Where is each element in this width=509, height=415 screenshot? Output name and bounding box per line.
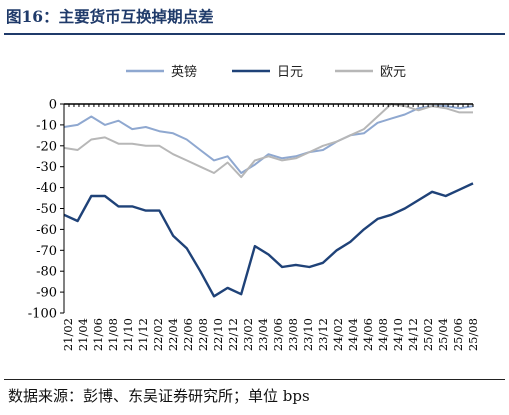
x-tick-label-28: 25/08 <box>466 318 480 351</box>
y-tick-label-10: -90 <box>36 286 57 301</box>
x-tick-label-17: 23/10 <box>301 318 315 351</box>
x-tick-label-16: 23/08 <box>286 318 300 351</box>
figure-title: 图16：主要货币互换掉期点差 <box>6 7 214 26</box>
x-tick-label-13: 23/02 <box>241 318 255 351</box>
x-tick-label-23: 24/10 <box>391 318 405 351</box>
chart-legend: 英镑 日元 欧元 <box>126 64 406 80</box>
y-tick-label-4: -30 <box>36 160 57 175</box>
y-tick-label-8: -70 <box>36 244 57 259</box>
line-chart: 英镑 日元 欧元 0-10-20-30-40-50-60-70-80-90-100 … <box>28 64 480 351</box>
x-tick-label-19: 24/02 <box>331 318 345 351</box>
x-tick-label-21: 24/06 <box>361 318 375 351</box>
y-tick-label-3: -20 <box>36 139 57 154</box>
x-tick-label-22: 24/08 <box>376 318 390 351</box>
y-tick-label-11: -100 <box>28 307 57 322</box>
title-divider <box>4 33 505 35</box>
source-note: 数据来源：彭博、东吴证券研究所；单位 bps <box>8 387 310 405</box>
legend-label-2: 日元 <box>277 65 303 80</box>
x-tick-label-26: 25/04 <box>436 318 450 351</box>
series-line-2 <box>63 182 474 298</box>
y-tick-label-2: -10 <box>36 118 57 133</box>
x-tick-label-11: 22/10 <box>211 318 225 351</box>
legend-label-1: 英镑 <box>171 64 197 80</box>
x-tick-label-4: 21/08 <box>106 318 120 351</box>
y-tick-label-9: -80 <box>36 265 57 280</box>
series-line-1 <box>63 105 474 174</box>
x-tick-label-20: 24/04 <box>346 318 360 351</box>
x-tick-label-1: 21/02 <box>61 318 75 351</box>
source-divider <box>4 379 505 380</box>
series-layer <box>63 103 474 298</box>
x-tick-label-8: 22/04 <box>166 318 180 351</box>
x-tick-label-5: 21/10 <box>121 318 135 351</box>
x-tick-label-6: 21/12 <box>136 318 150 351</box>
x-tick-label-3: 21/06 <box>91 318 105 351</box>
x-tick-label-18: 23/12 <box>316 318 330 351</box>
x-tick-label-12: 22/12 <box>226 318 240 351</box>
x-tick-label-2: 21/04 <box>76 318 90 351</box>
x-tick-label-7: 22/02 <box>151 318 165 351</box>
x-tick-label-27: 25/06 <box>451 318 465 351</box>
x-tick-label-24: 24/12 <box>406 318 420 351</box>
x-tick-label-25: 25/02 <box>421 318 435 351</box>
y-tick-label-7: -60 <box>36 223 57 238</box>
legend-label-3: 欧元 <box>380 65 406 80</box>
x-tick-label-14: 23/04 <box>256 318 270 351</box>
x-axis: 21/02 21/04 21/06 21/08 21/10 21/12 22/02 22/04… <box>61 103 480 351</box>
y-axis: 0 -10 -20 -30 -40 -50 -60 -70 -80 -90 -100 <box>28 98 65 322</box>
series-line-3 <box>63 103 473 179</box>
x-tick-label-10: 22/08 <box>196 318 210 351</box>
x-tick-label-15: 23/06 <box>271 318 285 351</box>
y-tick-label-1: 0 <box>49 98 57 113</box>
y-tick-label-6: -50 <box>36 202 57 217</box>
y-tick-label-5: -40 <box>36 181 57 196</box>
x-tick-label-9: 22/06 <box>181 318 195 351</box>
